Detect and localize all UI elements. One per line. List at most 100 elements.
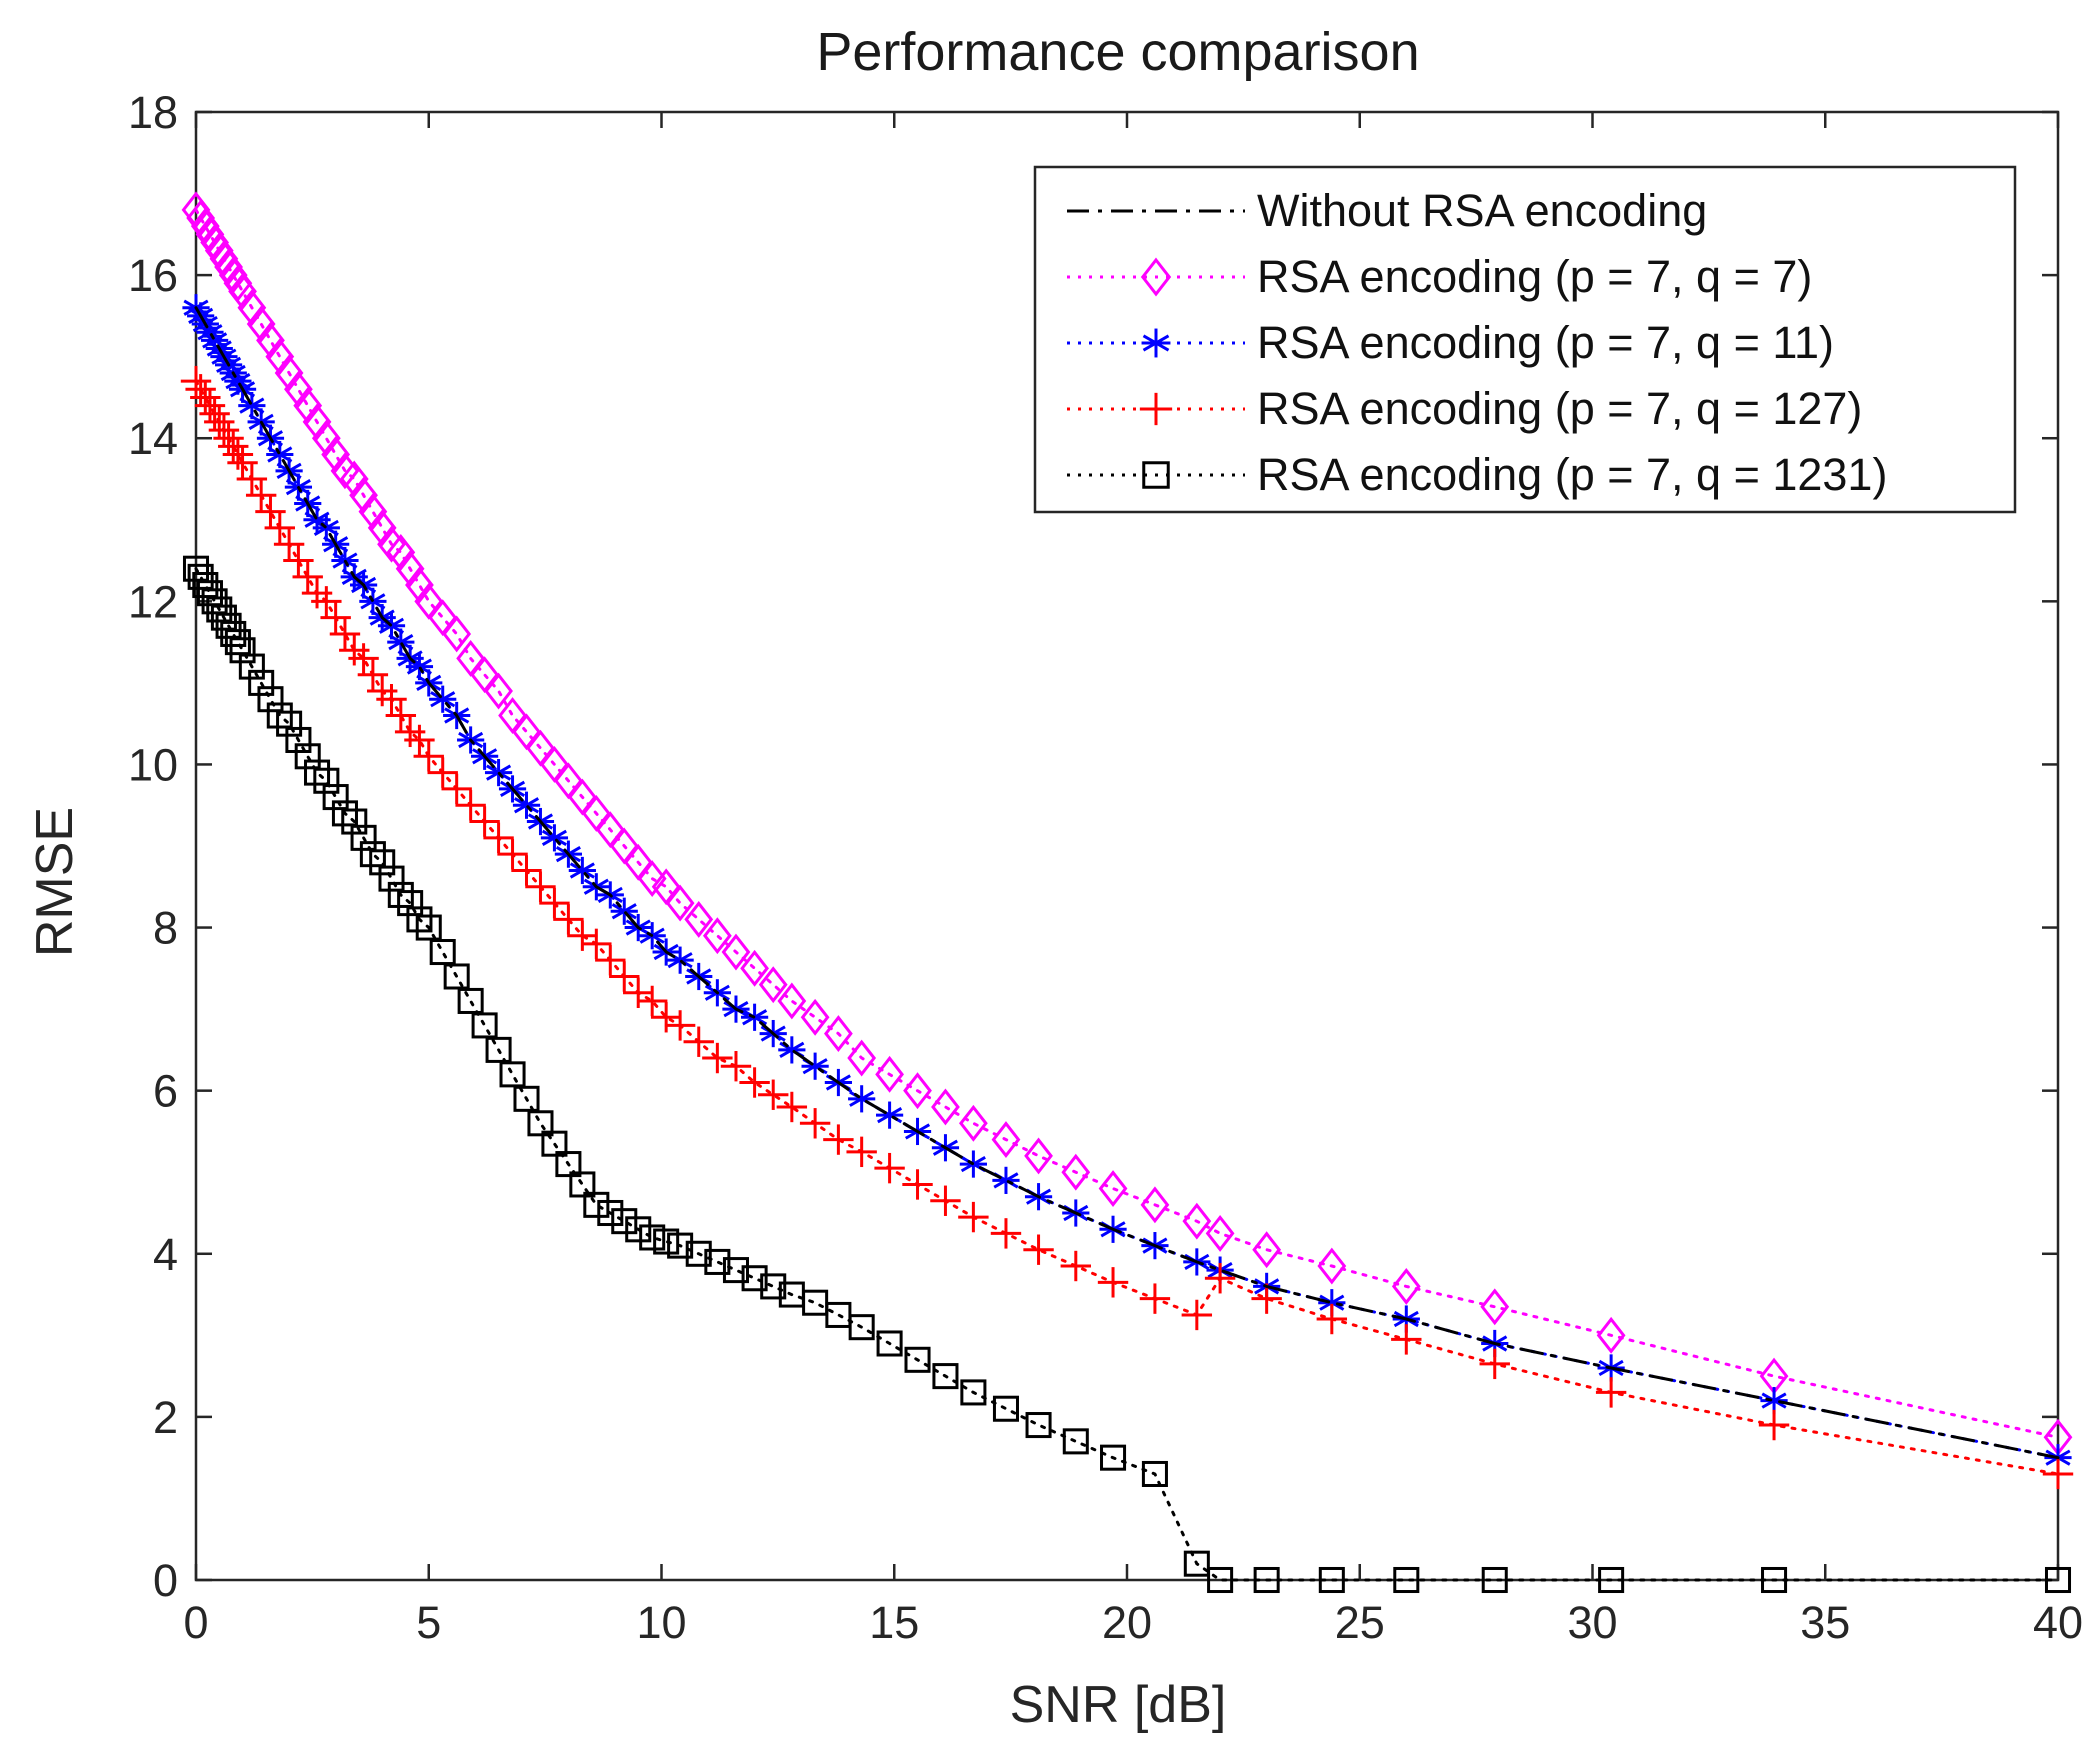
data-point-square — [220, 620, 247, 647]
data-point-square — [685, 1240, 712, 1267]
data-point-plus — [320, 602, 351, 633]
data-point-square — [527, 1110, 554, 1137]
data-point-diamond — [284, 370, 313, 408]
data-point-asterisk — [1141, 328, 1171, 358]
data-point-square — [201, 588, 228, 615]
y-tick-label: 0 — [153, 1555, 178, 1606]
x-tick-label: 0 — [183, 1597, 208, 1648]
data-point-plus — [222, 439, 254, 470]
data-point-plus — [650, 1002, 682, 1033]
x-axis-ticks: 0 5 10 15 20 25 30 35 40 — [183, 112, 2083, 1648]
data-point-diamond — [405, 566, 434, 604]
data-point-square — [229, 637, 256, 664]
data-point-plus — [823, 1124, 854, 1155]
data-point-asterisk — [429, 685, 457, 713]
data-point-square — [1393, 1566, 1420, 1594]
data-point-square — [1142, 461, 1170, 489]
data-point-plus — [1139, 1283, 1171, 1314]
data-point-square — [359, 841, 386, 868]
data-point-diamond — [228, 272, 257, 310]
data-point-square — [569, 1171, 596, 1198]
data-point-diamond — [237, 289, 267, 327]
data-point-plus — [1060, 1250, 1091, 1282]
data-point-plus — [227, 447, 258, 478]
data-point-square — [1183, 1550, 1210, 1577]
data-point-asterisk — [778, 1036, 806, 1064]
data-point-plus — [1479, 1348, 1510, 1380]
data-point-diamond — [349, 476, 378, 514]
data-point-plus — [469, 806, 500, 837]
data-point-plus — [623, 977, 654, 1008]
data-point-plus — [273, 529, 305, 560]
data-point-plus — [204, 406, 235, 438]
data-point-square — [192, 572, 219, 599]
data-point-square — [304, 759, 331, 786]
data-point-square — [350, 824, 377, 851]
series-line — [194, 379, 2060, 1476]
legend-label: RSA encoding (p = 7, q = 11) — [1257, 317, 1834, 368]
data-point-plus — [329, 618, 361, 650]
data-point-plus — [455, 790, 486, 821]
data-point-plus — [185, 374, 216, 405]
data-point-square — [285, 726, 312, 753]
data-point-diamond — [293, 387, 323, 425]
chart-title: Performance comparison — [816, 22, 1419, 82]
data-point-square — [611, 1208, 638, 1235]
legend-label: Without RSA encoding — [1257, 185, 1707, 236]
data-point-square — [1141, 1460, 1168, 1487]
data-point-square — [992, 1395, 1019, 1422]
data-point-diamond — [1596, 1316, 1626, 1354]
data-point-diamond — [1098, 1170, 1128, 1207]
data-point-asterisk — [512, 791, 541, 819]
x-tick-label: 5 — [416, 1597, 441, 1648]
data-point-plus — [2042, 1458, 2074, 1490]
data-point-plus — [1204, 1263, 1236, 1294]
data-point-diamond — [1061, 1153, 1091, 1191]
data-point-diamond — [321, 436, 351, 473]
data-point-square — [341, 808, 368, 835]
data-point-plus — [194, 390, 226, 421]
data-point-diamond — [274, 354, 304, 392]
data-point-diamond — [800, 998, 830, 1036]
data-point-square — [513, 1085, 540, 1112]
y-tick-label: 10 — [128, 739, 178, 790]
data-point-diamond — [740, 949, 769, 987]
data-point-square — [1598, 1566, 1625, 1594]
data-point-diamond — [1205, 1214, 1235, 1252]
data-point-plus — [413, 741, 444, 772]
data-point-plus — [255, 496, 286, 527]
series-0 — [194, 306, 2060, 1460]
data-point-square — [1207, 1566, 1234, 1594]
data-point-diamond — [1391, 1267, 1421, 1305]
y-tick-label: 4 — [153, 1229, 178, 1280]
data-point-diamond — [358, 493, 388, 531]
data-point-plus — [874, 1152, 905, 1184]
data-point-square — [457, 987, 484, 1014]
data-point-square — [667, 1232, 694, 1259]
data-point-plus — [539, 887, 570, 919]
data-point-diamond — [311, 419, 341, 457]
data-point-square — [224, 629, 251, 656]
data-point-diamond — [665, 884, 695, 922]
data-point-square — [932, 1363, 959, 1390]
data-point-square — [904, 1346, 931, 1373]
data-point-square — [257, 686, 284, 713]
data-point-plus — [213, 423, 244, 454]
data-point-square — [1481, 1566, 1508, 1594]
data-point-square — [1761, 1566, 1788, 1594]
data-point-diamond — [721, 933, 751, 971]
data-point-plus — [236, 463, 268, 495]
data-point-diamond — [758, 966, 788, 1004]
data-point-plus — [739, 1067, 770, 1098]
data-point-diamond — [246, 305, 276, 343]
data-point-plus — [511, 855, 542, 886]
legend-label: RSA encoding (p = 7, q = 1231) — [1257, 449, 1887, 500]
data-point-plus — [497, 838, 528, 870]
data-point-square — [555, 1151, 582, 1178]
data-point-plus — [385, 700, 417, 731]
x-tick-label: 15 — [869, 1597, 919, 1648]
data-point-square — [276, 710, 303, 737]
data-point-diamond — [1252, 1231, 1282, 1269]
data-point-asterisk — [666, 946, 694, 974]
data-point-diamond — [1317, 1247, 1347, 1285]
